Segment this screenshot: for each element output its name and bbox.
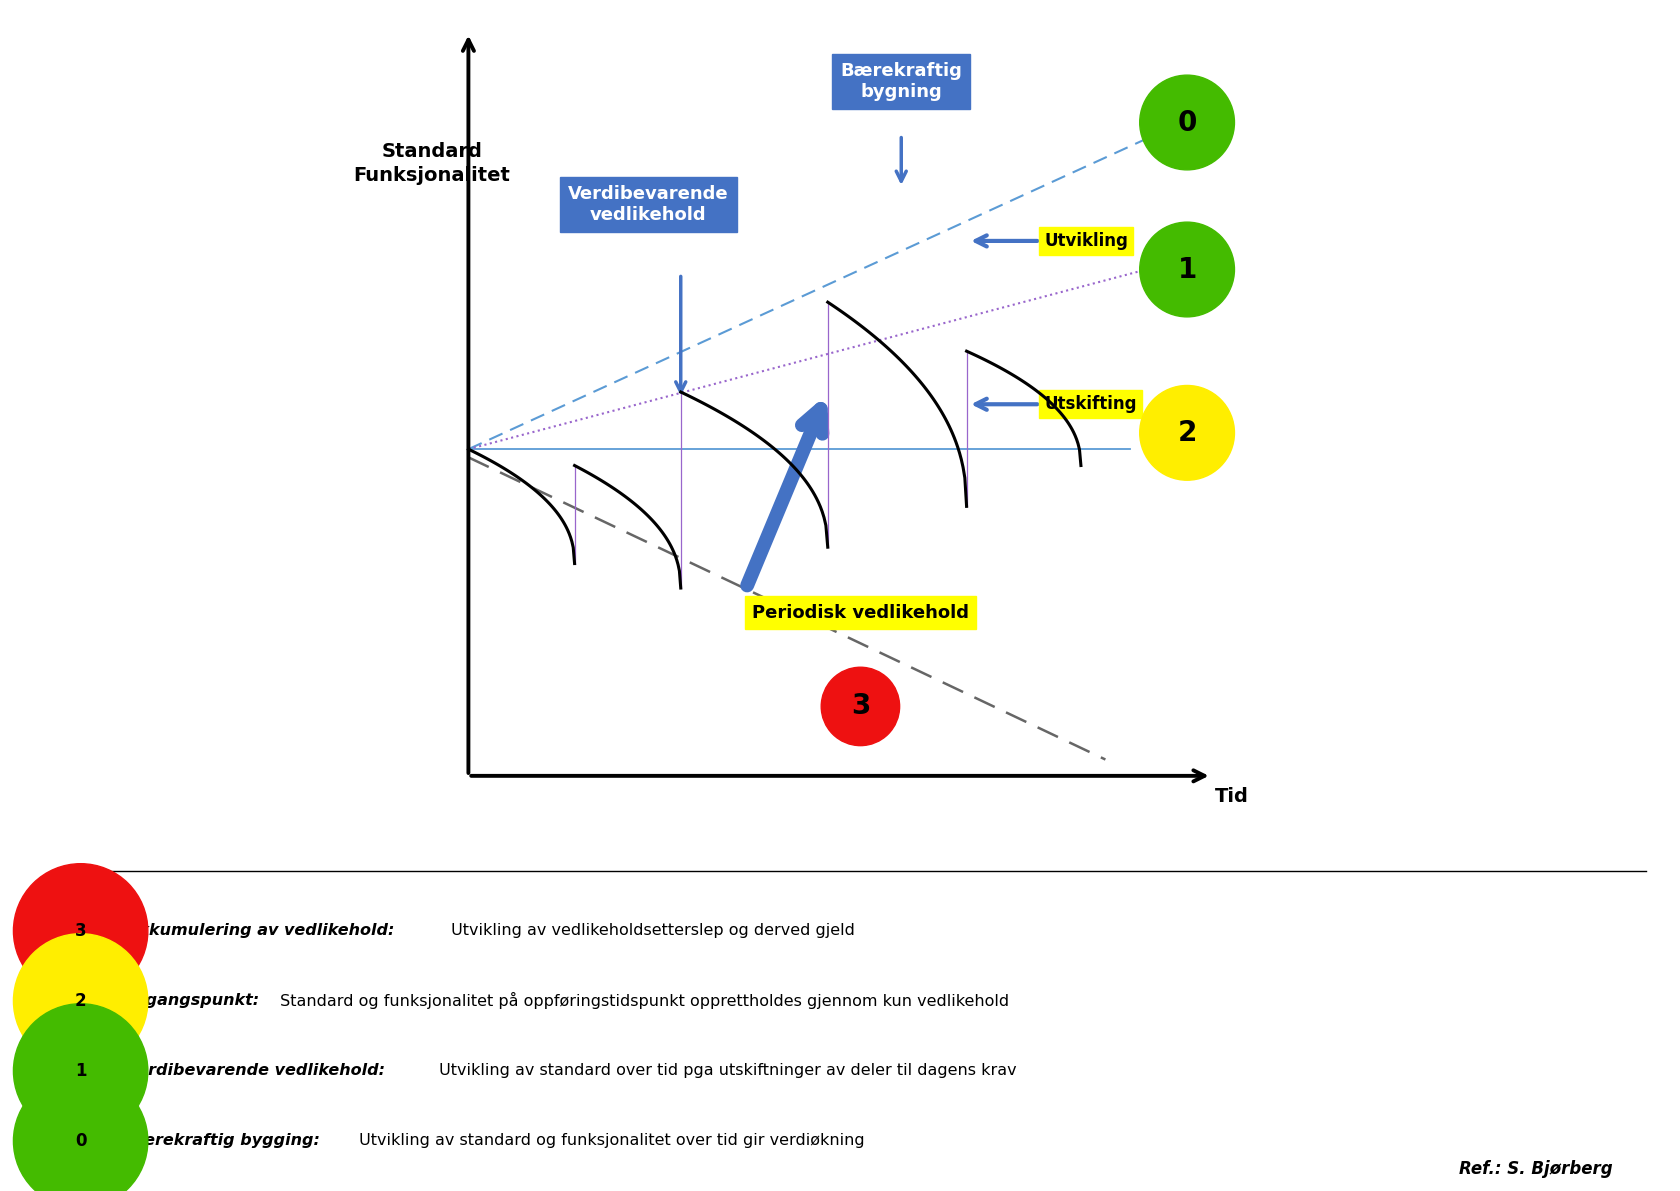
Text: Standard og funksjonalitet på oppføringstidspunkt opprettholdes gjennom kun vedl: Standard og funksjonalitet på oppførings… — [274, 992, 1008, 1010]
Text: Akkumulering av vedlikehold:: Akkumulering av vedlikehold: — [126, 923, 395, 939]
Ellipse shape — [13, 1074, 148, 1191]
Text: 0: 0 — [76, 1131, 86, 1151]
Text: Verdibevarende vedlikehold:: Verdibevarende vedlikehold: — [126, 1064, 385, 1078]
Text: Utskifting: Utskifting — [1045, 395, 1137, 413]
Text: Tid: Tid — [1215, 787, 1248, 806]
Text: 0: 0 — [1178, 108, 1196, 137]
Text: Bærekraftig
bygning: Bærekraftig bygning — [840, 62, 963, 101]
Ellipse shape — [13, 934, 148, 1068]
Text: Utvikling: Utvikling — [1045, 232, 1127, 250]
Text: Utvikling av vedlikeholdsetterslep og derved gjeld: Utvikling av vedlikeholdsetterslep og de… — [445, 923, 855, 939]
Text: Standard
Funksjonalitet: Standard Funksjonalitet — [353, 142, 511, 185]
Text: 1: 1 — [1178, 256, 1196, 283]
Text: 2: 2 — [76, 992, 86, 1010]
Text: Periodisk vedlikehold: Periodisk vedlikehold — [753, 604, 969, 622]
Text: 3: 3 — [850, 692, 870, 721]
Text: 2: 2 — [1178, 419, 1196, 447]
Text: Utvikling av standard over tid pga utskiftninger av deler til dagens krav: Utvikling av standard over tid pga utski… — [435, 1064, 1016, 1078]
Circle shape — [1139, 386, 1235, 480]
Text: Ref.: S. Bjørberg: Ref.: S. Bjørberg — [1460, 1160, 1613, 1178]
Circle shape — [1139, 223, 1235, 317]
Text: 3: 3 — [76, 922, 86, 940]
Text: 1: 1 — [76, 1062, 86, 1080]
Text: Utvikling av standard og funksjonalitet over tid gir verdiøkning: Utvikling av standard og funksjonalitet … — [354, 1134, 865, 1148]
Circle shape — [1139, 75, 1235, 170]
Text: Utgangspunkt:: Utgangspunkt: — [126, 993, 260, 1009]
Ellipse shape — [13, 863, 148, 998]
Text: Verdibevarende
vedlikehold: Verdibevarende vedlikehold — [568, 185, 729, 224]
Circle shape — [822, 667, 899, 746]
Text: Bærekraftig bygging:: Bærekraftig bygging: — [126, 1134, 319, 1148]
Ellipse shape — [13, 1004, 148, 1139]
